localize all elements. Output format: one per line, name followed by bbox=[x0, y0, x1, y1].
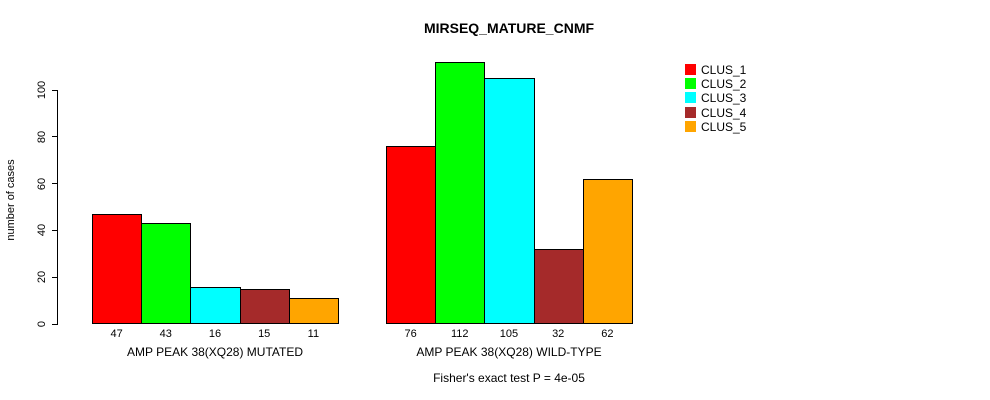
y-tick-label: 80 bbox=[36, 130, 48, 143]
y-tick-mark bbox=[52, 229, 58, 231]
y-tick-mark bbox=[52, 276, 58, 278]
bar-clus-5-amp-peak-38-xq28-wild-type bbox=[582, 178, 633, 324]
bar-clus-3-amp-peak-38-xq28-wild-type bbox=[484, 78, 535, 324]
legend-swatch-clus-2 bbox=[685, 78, 696, 90]
legend-swatch-clus-5 bbox=[685, 120, 696, 132]
chart-title: MIRSEQ_MATURE_CNMF bbox=[423, 20, 595, 36]
legend-swatch-clus-3 bbox=[685, 92, 696, 104]
bar-clus-3-amp-peak-38-xq28-mutated bbox=[190, 286, 241, 324]
bar-value-label: 105 bbox=[499, 328, 519, 340]
legend-swatch-clus-4 bbox=[685, 106, 696, 118]
y-tick-mark bbox=[52, 183, 58, 185]
legend-swatch-clus-1 bbox=[685, 64, 696, 75]
legend-label-clus-4: CLUS_4 bbox=[701, 105, 747, 120]
bar-clus-4-amp-peak-38-xq28-mutated bbox=[239, 288, 290, 324]
y-tick-mark bbox=[52, 89, 58, 91]
y-tick-label: 40 bbox=[36, 224, 48, 237]
bar-value-label: 76 bbox=[404, 328, 417, 340]
y-tick-mark bbox=[52, 136, 58, 138]
bar-clus-1-amp-peak-38-xq28-wild-type bbox=[386, 146, 437, 324]
bar-clus-4-amp-peak-38-xq28-wild-type bbox=[533, 249, 584, 324]
bar-clus-1-amp-peak-38-xq28-mutated bbox=[92, 214, 143, 324]
fisher-test-annotation: Fisher's exact test P = 4e-05 bbox=[433, 371, 585, 385]
legend-label-clus-5: CLUS_5 bbox=[701, 119, 747, 134]
y-tick-mark bbox=[52, 323, 58, 325]
bar-clus-2-amp-peak-38-xq28-mutated bbox=[141, 223, 192, 324]
y-tick-label: 0 bbox=[36, 320, 48, 328]
bar-clus-2-amp-peak-38-xq28-wild-type bbox=[435, 61, 486, 324]
legend-label-clus-2: CLUS_2 bbox=[701, 77, 747, 92]
y-tick-label: 20 bbox=[36, 271, 48, 284]
bar-value-label: 43 bbox=[159, 328, 172, 340]
bar-value-label: 11 bbox=[307, 328, 320, 340]
legend-label-clus-3: CLUS_3 bbox=[701, 91, 747, 106]
bar-value-label: 15 bbox=[258, 328, 271, 340]
y-axis-line bbox=[57, 90, 58, 325]
y-axis-label: number of cases bbox=[5, 159, 17, 241]
bar-value-label: 112 bbox=[451, 328, 469, 340]
bar-value-label: 16 bbox=[208, 328, 222, 340]
y-tick-label: 60 bbox=[36, 177, 48, 190]
bar-value-label: 32 bbox=[552, 328, 565, 340]
legend-label-clus-1: CLUS_1 bbox=[701, 63, 747, 77]
bar-value-label: 62 bbox=[601, 328, 614, 340]
bar-value-label: 47 bbox=[110, 328, 123, 340]
bar-clus-5-amp-peak-38-xq28-mutated bbox=[288, 298, 339, 324]
y-tick-label: 100 bbox=[36, 80, 48, 100]
x-axis-group-label: AMP PEAK 38(XQ28) WILD-TYPE bbox=[416, 345, 602, 359]
x-axis-group-label: AMP PEAK 38(XQ28) MUTATED bbox=[126, 345, 304, 359]
